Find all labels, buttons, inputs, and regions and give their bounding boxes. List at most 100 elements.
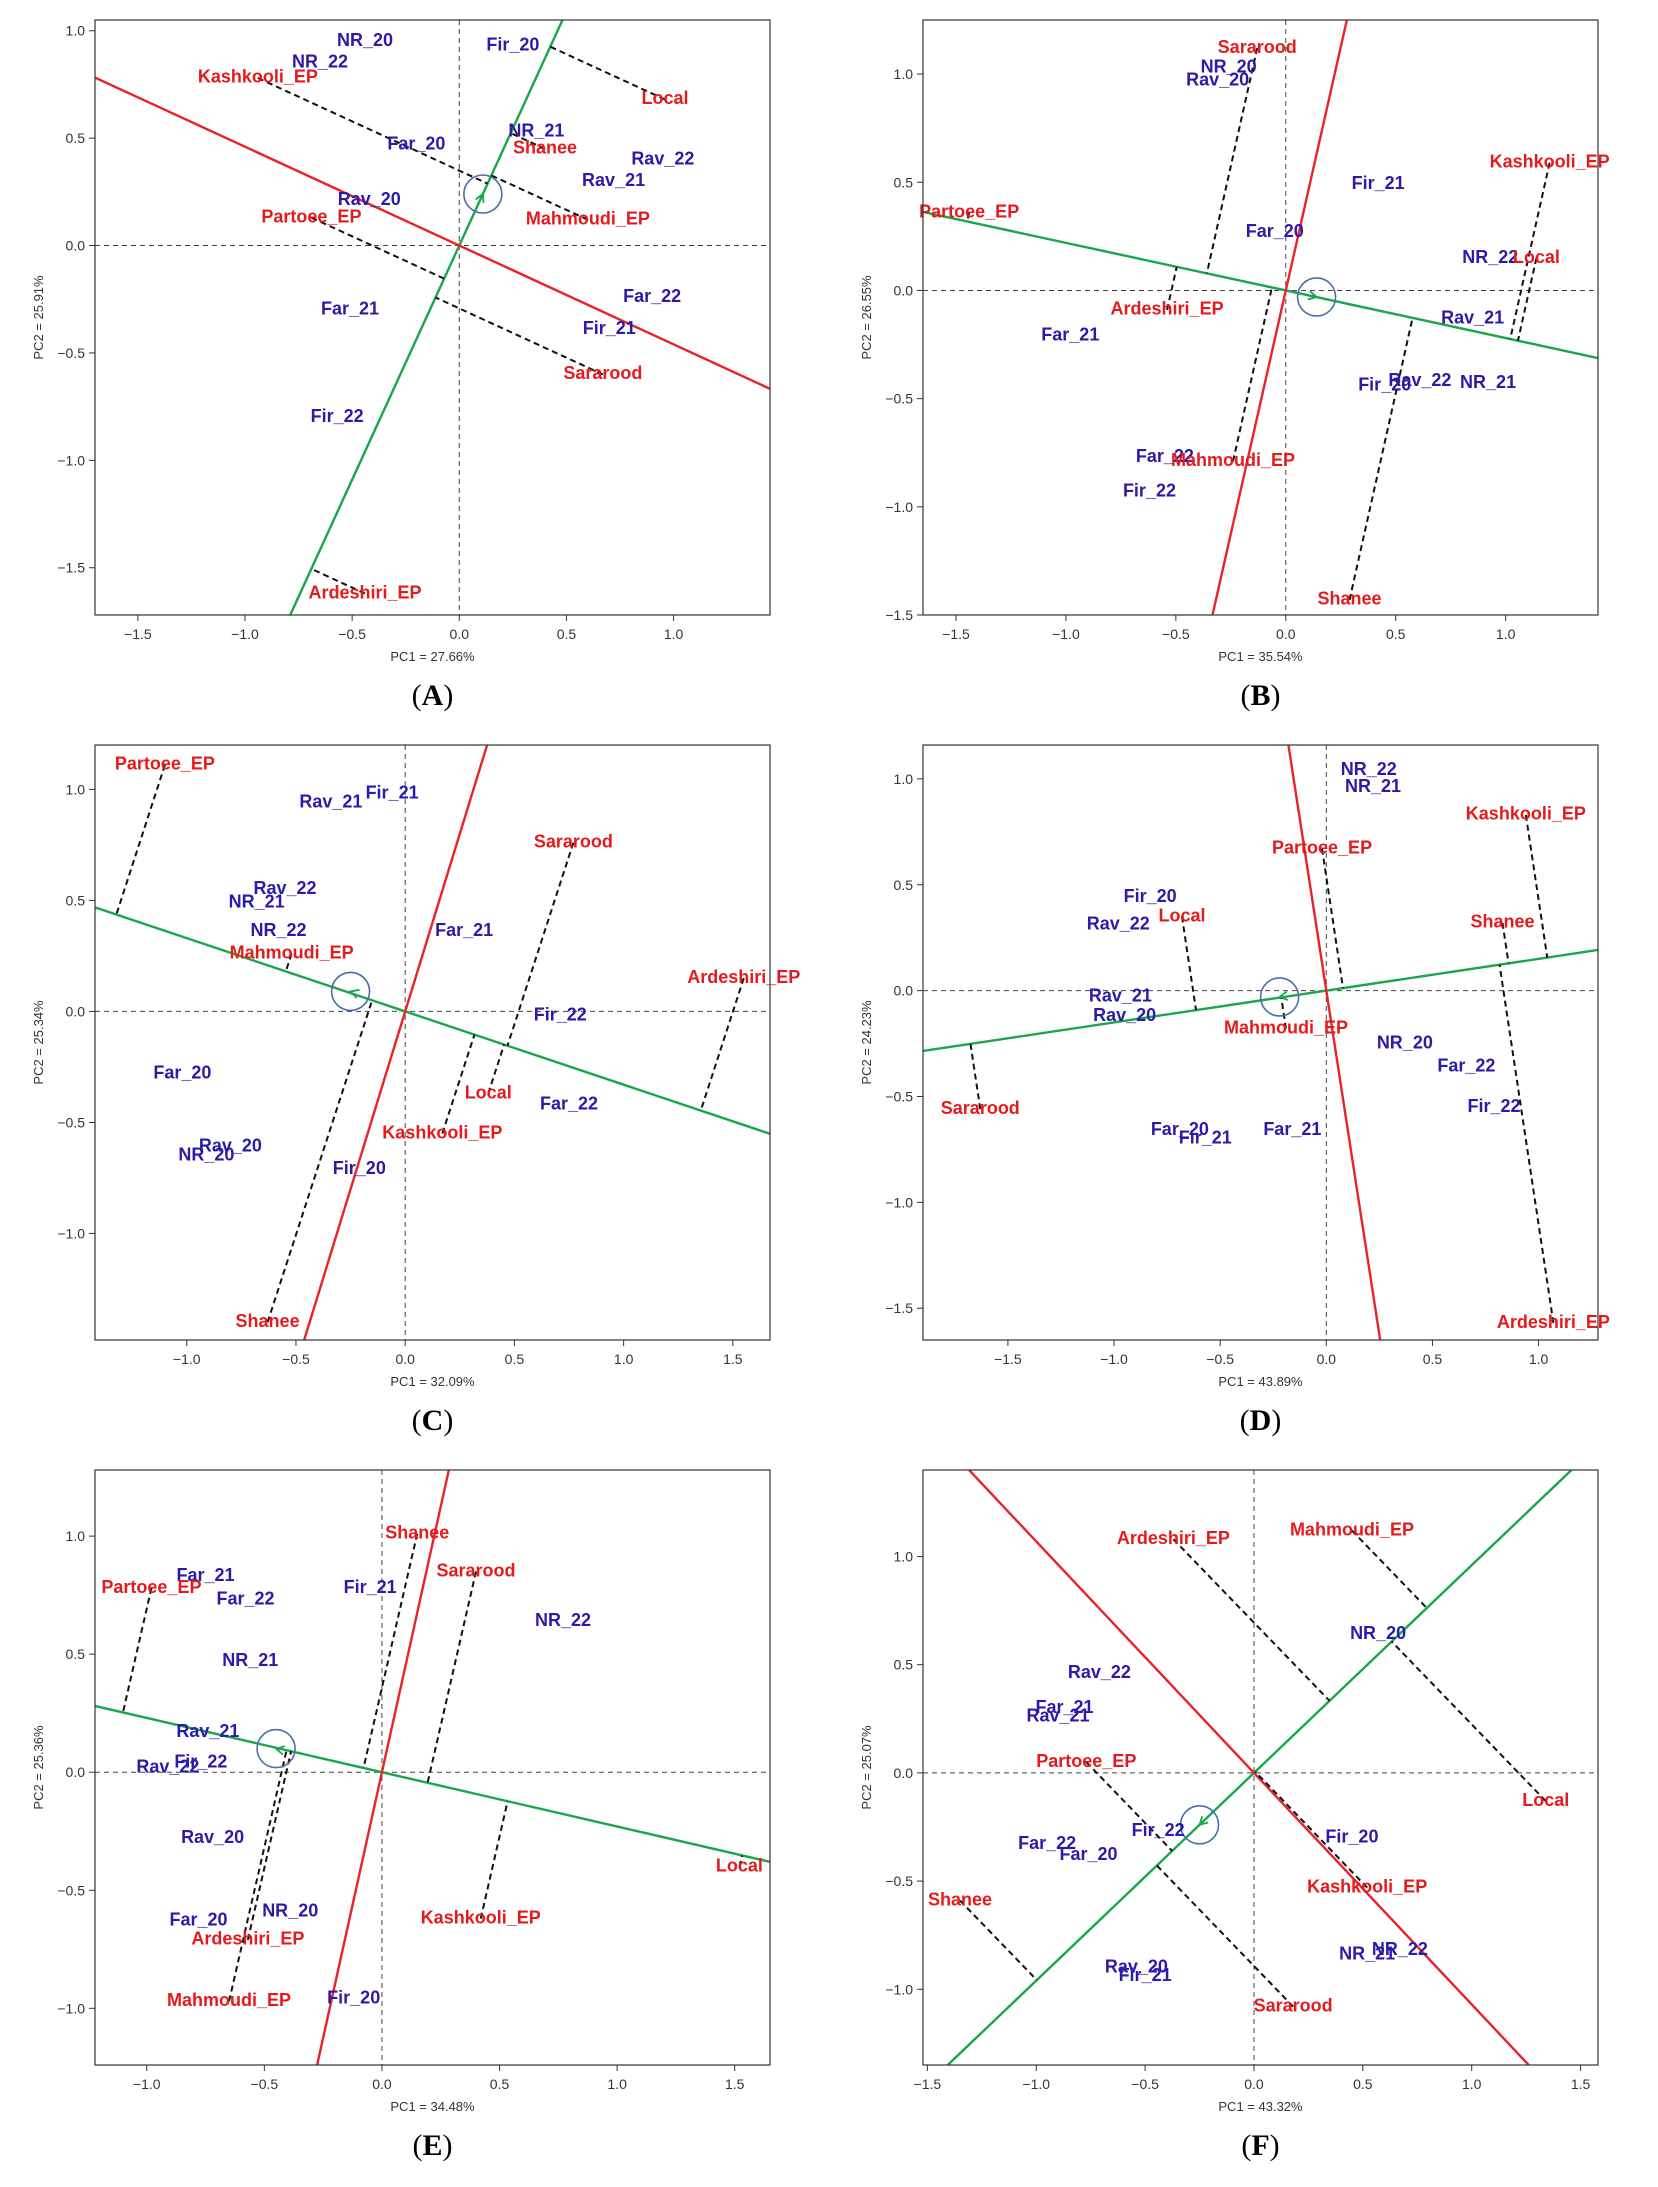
environment-label: Fir_21 [1352,173,1405,193]
y-tick-label: −1.0 [57,452,85,468]
y-tick-label: −0.5 [885,391,913,407]
x-tick-label: 1.5 [725,2076,745,2092]
genotype-projection-line [699,977,745,1111]
genotype-label: Sararood [1218,37,1297,57]
x-tick-label: 1.5 [723,1351,743,1367]
y-tick-label: 0.5 [894,174,914,190]
genotype-label: Sararood [534,831,613,851]
average-environment-arrow [1277,990,1289,1001]
genotype-projection-line [1498,964,1555,1324]
environment-label: Far_20 [153,1062,211,1082]
environment-label: Far_20 [169,1910,227,1930]
x-tick-label: 1.5 [1571,2076,1591,2092]
biplot-panel-b: NR_20 Rav_20 Fir_21 Far_20 NR_22 Far_21 Rav_21… [843,0,1643,720]
x-tick-label: −1.5 [994,1351,1022,1367]
average-environment-axis [289,20,564,615]
average-environment-axis [95,1704,770,1863]
x-tick-label: 1.0 [1496,626,1516,642]
plot-area [923,20,1598,615]
environment-label: NR_21 [1460,372,1516,392]
panel-letter: (B) [1240,679,1280,712]
y-tick-label: −0.5 [57,1114,85,1130]
y-axis-label: PC2 = 26.55% [859,275,874,360]
y-tick-label: 0.0 [66,238,86,254]
panel-letter: (E) [412,2129,452,2162]
genotype-projection-line [969,1043,982,1110]
environment-label: NR_21 [1345,776,1401,796]
y-axis-label: PC2 = 25.07% [859,1725,874,1810]
environment-label: Fir_20 [1124,886,1177,906]
genotype-projection-line [435,296,604,376]
genotype-label: Ardeshiri_EP [1111,299,1224,319]
x-tick-label: −1.0 [173,1351,201,1367]
x-tick-label: 0.5 [490,2076,510,2092]
genotype-label: Shanee [928,1889,992,1909]
panel-letter: (C) [412,1404,454,1437]
average-environment-circle [330,971,371,1012]
environment-label: Rav_22 [1388,370,1451,390]
genotype-label: Sararood [1254,1995,1333,2015]
environment-label: Far_20 [387,133,445,153]
plot-frame [922,744,1599,1341]
x-tick-label: 0.0 [1276,626,1296,642]
genotype-label: Kashkooli_EP [382,1122,502,1142]
average-environment-arrow [1307,290,1319,301]
x-tick-label: −1.0 [133,2076,161,2092]
y-tick-label: −0.5 [885,1873,913,1889]
environment-label: Far_21 [177,1565,235,1585]
environment-label: Rav_21 [582,170,645,190]
genotype-projection-line [487,1044,506,1094]
x-tick-label: −0.5 [1162,626,1190,642]
genotype-label: Mahmoudi_EP [526,209,650,229]
x-axis-label: PC1 = 35.54% [1218,649,1303,664]
panel-letter-text: E [422,2129,442,2162]
genotype-label: Mahmoudi_EP [1224,1017,1348,1037]
environment-label: Far_22 [1018,1833,1076,1853]
genotype-label: Shanee [1470,912,1534,932]
genotype-projection-line [510,132,546,150]
environment-label: Far_20 [1151,1119,1209,1139]
average-environment-axis [946,1470,1573,2065]
genotype-label: Mahmoudi_EP [167,1990,291,2010]
environment-label: Rav_22 [631,148,694,168]
environment-label: Far_22 [540,1093,598,1113]
x-tick-label: 0.5 [1353,2076,1373,2092]
average-environment-axis [95,906,770,1135]
environment-label: NR_21 [222,1650,278,1670]
y-tick-label: 0.0 [66,1764,86,1780]
y-axis-label: PC2 = 24.23% [859,1000,874,1085]
panel-letter: (D) [1240,1404,1282,1437]
environment-label: Fir_20 [1358,374,1411,394]
y-tick-label: 0.5 [66,892,86,908]
genotype-projection-line [738,1855,743,1867]
average-environment-axis [923,210,1598,360]
environment-label: Rav_20 [1093,1005,1156,1025]
environment-label: NR_22 [1372,1939,1428,1959]
environment-label: Rav_22 [136,1756,199,1776]
environment-label: NR_20 [1201,56,1257,76]
environment-label: Fir_20 [1325,1827,1378,1847]
genotype-label: Shanee [1318,589,1382,609]
genotype-projection-line [1254,1771,1368,1889]
average-environment-circle [463,174,503,214]
environment-label: Rav_21 [176,1721,239,1741]
x-tick-label: 1.0 [1462,2076,1482,2092]
genotype-label: Kashkooli_EP [421,1907,541,1927]
panel-letter: (A) [412,679,454,712]
environment-label: Rav_20 [199,1136,262,1156]
genotype-projection-line [1280,997,1287,1029]
environment-label: Fir_22 [534,1005,587,1025]
y-tick-label: 0.0 [66,1003,86,1019]
environment-label: Fir_21 [583,318,636,338]
average-tester-ordinate-axis [1287,745,1382,1340]
average-tester-ordinate-axis [1211,20,1349,615]
genotype-projection-line [266,1000,374,1323]
genotype-label: Sararood [941,1098,1020,1118]
average-environment-circle [1296,277,1337,317]
genotype-label: Partoee_EP [101,1577,201,1597]
x-tick-label: −1.5 [124,626,152,642]
environment-label: NR_21 [1339,1943,1395,1963]
environment-label: NR_22 [1341,759,1397,779]
